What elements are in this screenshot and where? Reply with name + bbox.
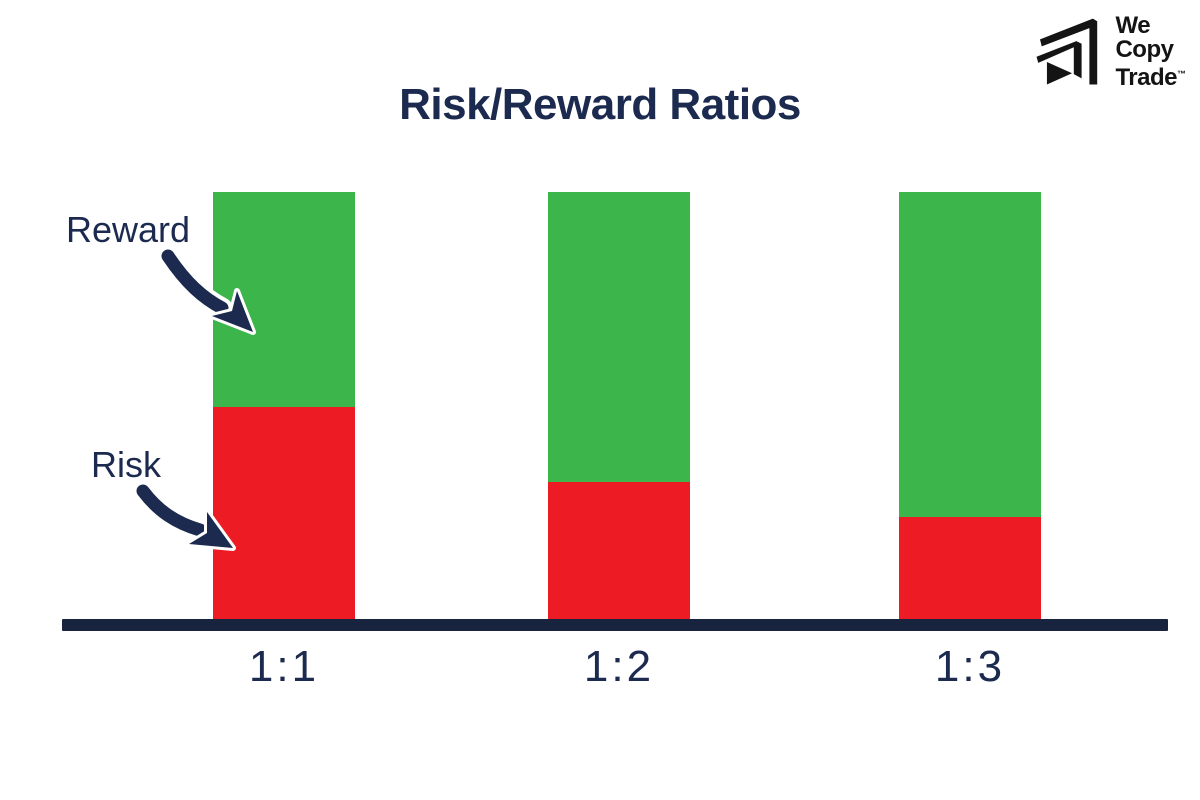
- risk-annotation-label: Risk: [91, 444, 161, 485]
- x-tick-label-1-2: 1:2: [583, 642, 655, 691]
- risk-segment: [899, 516, 1041, 620]
- x-tick-label-1-1: 1:1: [248, 642, 320, 691]
- risk-segment: [548, 482, 690, 620]
- reward-segment: [899, 192, 1041, 517]
- logo-line-trade: Trade™: [1115, 64, 1186, 91]
- reward-segment: [213, 192, 355, 407]
- trademark-symbol: ™: [1177, 69, 1186, 79]
- wecopytrade-logo-text: We Copy Trade™: [1115, 8, 1186, 90]
- logo-line-copy: Copy: [1115, 36, 1174, 63]
- reward-segment: [548, 192, 690, 483]
- wecopytrade-logo: We Copy Trade™: [1027, 8, 1186, 96]
- risk-segment: [213, 406, 355, 620]
- stacked-bar-1-1: [213, 192, 355, 620]
- chart-title: Risk/Reward Ratios: [399, 80, 801, 129]
- stacked-bar-1-2: [548, 192, 690, 620]
- wecopytrade-logo-mark-icon: [1037, 18, 1098, 85]
- logo-line-we: We: [1115, 12, 1151, 39]
- x-tick-label-1-3: 1:3: [934, 642, 1006, 691]
- reward-annotation-label: Reward: [66, 209, 191, 250]
- x-axis-baseline: [62, 619, 1168, 631]
- stacked-bar-1-3: [899, 192, 1041, 620]
